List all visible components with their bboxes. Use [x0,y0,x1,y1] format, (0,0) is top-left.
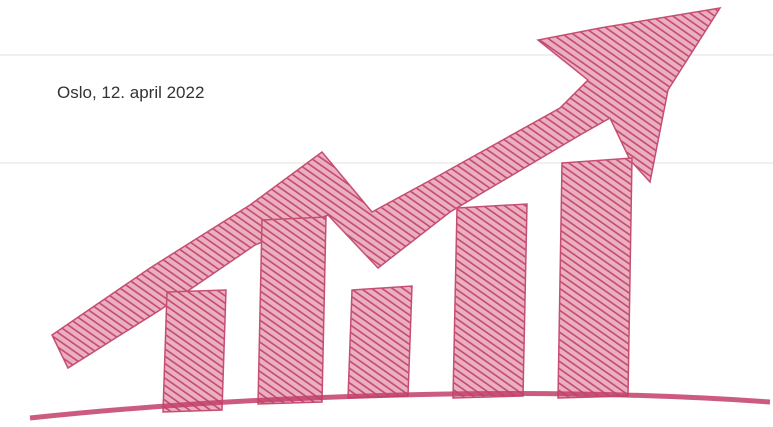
sketch [51,6,722,413]
bar [162,289,227,413]
date: Oslo, 12. april 2022 [57,83,205,102]
ground-line [29,391,771,421]
bar [452,203,528,399]
bar [347,285,413,399]
bar [557,157,633,399]
bar [257,216,327,405]
